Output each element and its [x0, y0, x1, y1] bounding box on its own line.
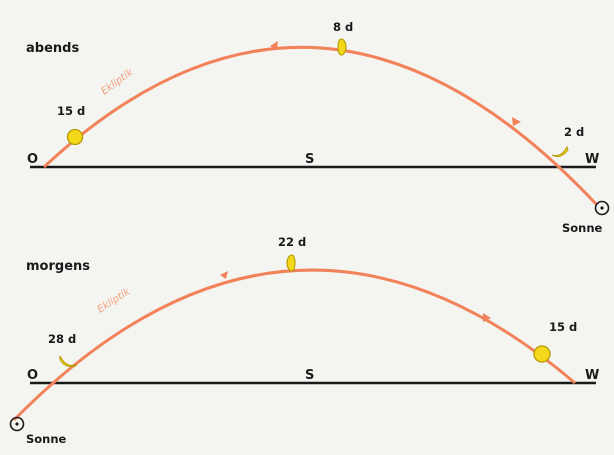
evening-moon-crescent: [551, 145, 569, 158]
crescent-moon-icon: [59, 355, 78, 368]
evening-section-label: abends: [26, 41, 79, 56]
sun-center-dot: [600, 206, 604, 210]
morning-phase-label-3: 15 d: [549, 320, 577, 334]
morning-phase-label-2: 22 d: [278, 235, 306, 249]
morning-section-label: morgens: [26, 259, 90, 274]
evening-ecliptic-arc: [42, 45, 599, 207]
evening-arc-arrow-1: [270, 41, 278, 50]
evening-south-label: S: [305, 152, 314, 167]
morning-arc-label: Ekliptik: [96, 286, 134, 316]
evening-sun-label: Sonne: [562, 221, 603, 235]
morning-panel: morgens Ekliptik O S W 28 d 22 d: [9, 235, 599, 446]
evening-moon-full: [66, 128, 84, 146]
full-moon-icon: [66, 128, 84, 146]
morning-ecliptic-arc: [12, 268, 576, 422]
evening-moon-half: [337, 38, 347, 56]
evening-east-label: O: [27, 152, 38, 167]
sun-icon: [594, 200, 610, 216]
morning-arc-arrow-2: [483, 313, 491, 322]
evening-west-label: W: [585, 152, 599, 167]
morning-moon-crescent: [59, 355, 78, 368]
morning-phase-label-1: 28 d: [48, 332, 76, 346]
half-moon-icon: [337, 38, 347, 56]
morning-south-label: S: [305, 368, 314, 383]
morning-west-label: W: [585, 368, 599, 383]
morning-arc-arrow-1: [220, 271, 228, 279]
evening-panel: abends Ekliptik O S W 15 d 8 d: [26, 20, 610, 235]
full-moon-icon: [533, 345, 551, 363]
evening-phase-label-2: 8 d: [333, 20, 353, 34]
half-moon-icon: [286, 254, 296, 272]
morning-sun-label: Sonne: [26, 432, 67, 446]
morning-moon-half: [286, 254, 296, 272]
evening-sun: [594, 200, 610, 216]
evening-arc-arrow-2: [512, 117, 521, 126]
sun-icon: [9, 416, 25, 432]
morning-sun: [9, 416, 25, 432]
evening-arc-label: Ekliptik: [99, 66, 136, 97]
crescent-moon-icon: [551, 145, 569, 158]
sun-center-dot: [15, 422, 19, 426]
morning-moon-full: [533, 345, 551, 363]
evening-phase-label-3: 2 d: [564, 125, 584, 139]
morning-east-label: O: [27, 368, 38, 383]
evening-phase-label-1: 15 d: [57, 104, 85, 118]
